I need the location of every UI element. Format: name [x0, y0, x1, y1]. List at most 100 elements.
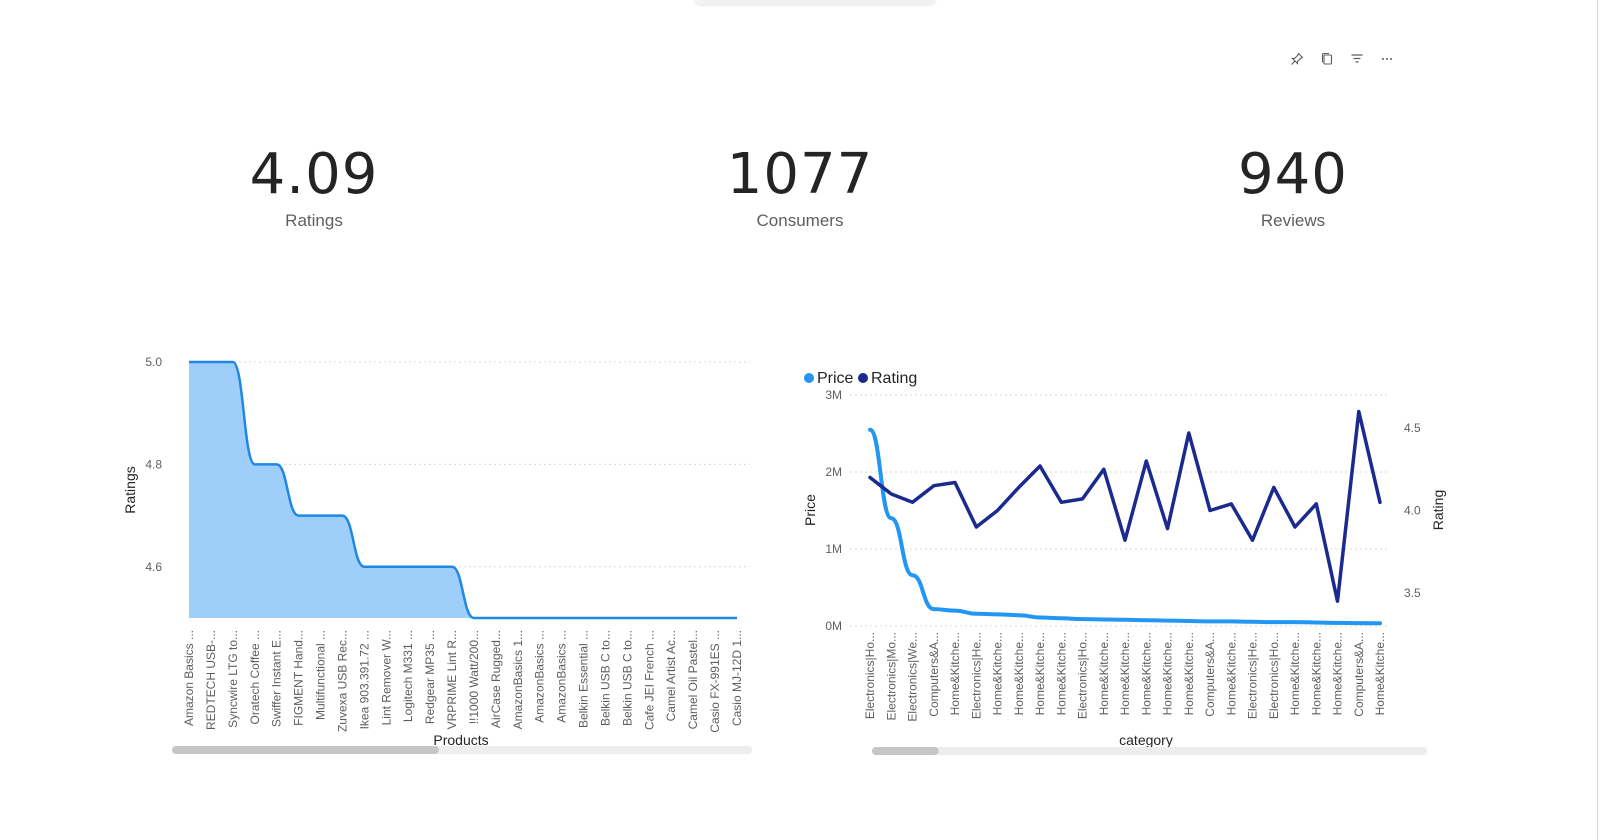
ratings-by-product-chart[interactable]: 5.0 4.8 4.6 Amazon Basics ... REDTECH USB-.…	[110, 340, 790, 780]
pin-icon[interactable]	[1286, 48, 1308, 70]
rating-data-point[interactable]	[1356, 409, 1362, 415]
data-point[interactable]	[361, 564, 367, 570]
rating-data-point[interactable]	[1228, 501, 1234, 507]
price-data-point[interactable]	[1271, 619, 1277, 625]
data-point[interactable]	[274, 461, 280, 467]
rating-data-point[interactable]	[1271, 484, 1277, 490]
rating-data-point[interactable]	[1335, 598, 1341, 604]
horizontal-scrollbar-thumb[interactable]	[872, 747, 939, 755]
price-data-point[interactable]	[1037, 615, 1043, 621]
data-point[interactable]	[690, 615, 696, 621]
filter-icon[interactable]	[1346, 48, 1368, 70]
price-data-point[interactable]	[931, 606, 937, 612]
data-point[interactable]	[734, 615, 740, 621]
ratings-card[interactable]: 4.09 Ratings	[154, 140, 474, 231]
data-point[interactable]	[493, 615, 499, 621]
data-point[interactable]	[230, 359, 236, 365]
price-data-point[interactable]	[973, 611, 979, 617]
horizontal-scrollbar-thumb[interactable]	[172, 746, 439, 754]
price-data-point[interactable]	[1228, 618, 1234, 624]
price-data-point[interactable]	[1292, 619, 1298, 625]
rating-data-point[interactable]	[952, 479, 958, 485]
price-series-line	[868, 427, 1382, 626]
rating-data-point[interactable]	[888, 491, 894, 497]
rating-data-point[interactable]	[931, 483, 937, 489]
data-point[interactable]	[208, 359, 214, 365]
x-tick-label: !!1000 Watt/200...	[467, 630, 481, 724]
rating-data-point[interactable]	[1207, 508, 1213, 514]
reviews-card[interactable]: 940 Reviews	[1133, 140, 1453, 231]
rating-data-point[interactable]	[995, 508, 1001, 514]
y-tick-label: 5.0	[145, 355, 162, 369]
price-data-point[interactable]	[1250, 619, 1256, 625]
x-tick-label: Computers&A...	[927, 632, 941, 717]
rating-data-point[interactable]	[1292, 524, 1298, 530]
data-point[interactable]	[186, 359, 192, 365]
data-point[interactable]	[471, 615, 477, 621]
data-point[interactable]	[405, 564, 411, 570]
rating-data-point[interactable]	[1016, 484, 1022, 490]
price-data-point[interactable]	[1101, 616, 1107, 622]
price-data-point[interactable]	[1080, 616, 1086, 622]
price-rating-by-category-chart[interactable]: Price Rating 3M 2M 1M 0M 4.5 4.0 3.5 Electron…	[800, 355, 1500, 780]
data-point[interactable]	[537, 615, 543, 621]
data-point[interactable]	[559, 615, 565, 621]
price-data-point[interactable]	[1313, 620, 1319, 626]
price-data-point[interactable]	[1207, 618, 1213, 624]
data-point[interactable]	[318, 513, 324, 519]
rating-data-point[interactable]	[1101, 466, 1107, 472]
x-tick-label: Computers&A...	[1352, 632, 1366, 717]
copy-icon[interactable]	[1316, 48, 1338, 70]
x-tick-label: Belkin Essential ...	[577, 630, 591, 728]
price-data-point[interactable]	[1165, 618, 1171, 624]
data-point[interactable]	[449, 564, 455, 570]
data-point[interactable]	[296, 513, 302, 519]
price-data-point[interactable]	[888, 515, 894, 521]
data-point[interactable]	[602, 615, 608, 621]
data-point[interactable]	[668, 615, 674, 621]
rating-data-point[interactable]	[910, 499, 916, 505]
rating-data-point[interactable]	[1165, 526, 1171, 532]
rating-data-point[interactable]	[1250, 537, 1256, 543]
rating-data-point[interactable]	[1058, 499, 1064, 505]
price-data-point[interactable]	[1016, 612, 1022, 618]
data-point[interactable]	[383, 564, 389, 570]
consumers-card[interactable]: 1077 Consumers	[640, 140, 960, 231]
rating-data-point[interactable]	[1377, 499, 1383, 505]
data-point[interactable]	[624, 615, 630, 621]
rating-data-point[interactable]	[1080, 496, 1086, 502]
rating-data-point[interactable]	[1143, 458, 1149, 464]
x-tick-label: Home&Kitche...	[1097, 632, 1111, 715]
data-point[interactable]	[427, 564, 433, 570]
price-data-point[interactable]	[1122, 617, 1128, 623]
price-data-point[interactable]	[1186, 618, 1192, 624]
rating-data-point[interactable]	[973, 524, 979, 530]
y-tick-label: 4.8	[145, 457, 162, 471]
price-data-point[interactable]	[952, 608, 958, 614]
price-data-point[interactable]	[1335, 620, 1341, 626]
rating-data-point[interactable]	[1122, 537, 1128, 543]
data-point[interactable]	[581, 615, 587, 621]
horizontal-scrollbar-track[interactable]	[872, 747, 1427, 755]
ratings-area-line	[189, 360, 737, 620]
price-data-point[interactable]	[1356, 620, 1362, 626]
rating-data-point[interactable]	[1313, 501, 1319, 507]
rating-data-point[interactable]	[1186, 430, 1192, 436]
x-tick-label: AmazonBasics 1...	[511, 630, 525, 729]
legend-rating-label[interactable]: Rating	[871, 370, 917, 387]
price-data-point[interactable]	[910, 572, 916, 578]
data-point[interactable]	[646, 615, 652, 621]
price-data-point[interactable]	[1143, 617, 1149, 623]
rating-data-point[interactable]	[1037, 463, 1043, 469]
legend-price-label[interactable]: Price	[817, 370, 854, 387]
price-data-point[interactable]	[1058, 615, 1064, 621]
price-data-point[interactable]	[1377, 620, 1383, 626]
more-options-icon[interactable]	[1376, 48, 1398, 70]
rating-data-point[interactable]	[867, 475, 873, 481]
data-point[interactable]	[712, 615, 718, 621]
data-point[interactable]	[515, 615, 521, 621]
data-point[interactable]	[252, 461, 258, 467]
price-data-point[interactable]	[867, 427, 873, 433]
price-data-point[interactable]	[995, 611, 1001, 617]
data-point[interactable]	[339, 513, 345, 519]
